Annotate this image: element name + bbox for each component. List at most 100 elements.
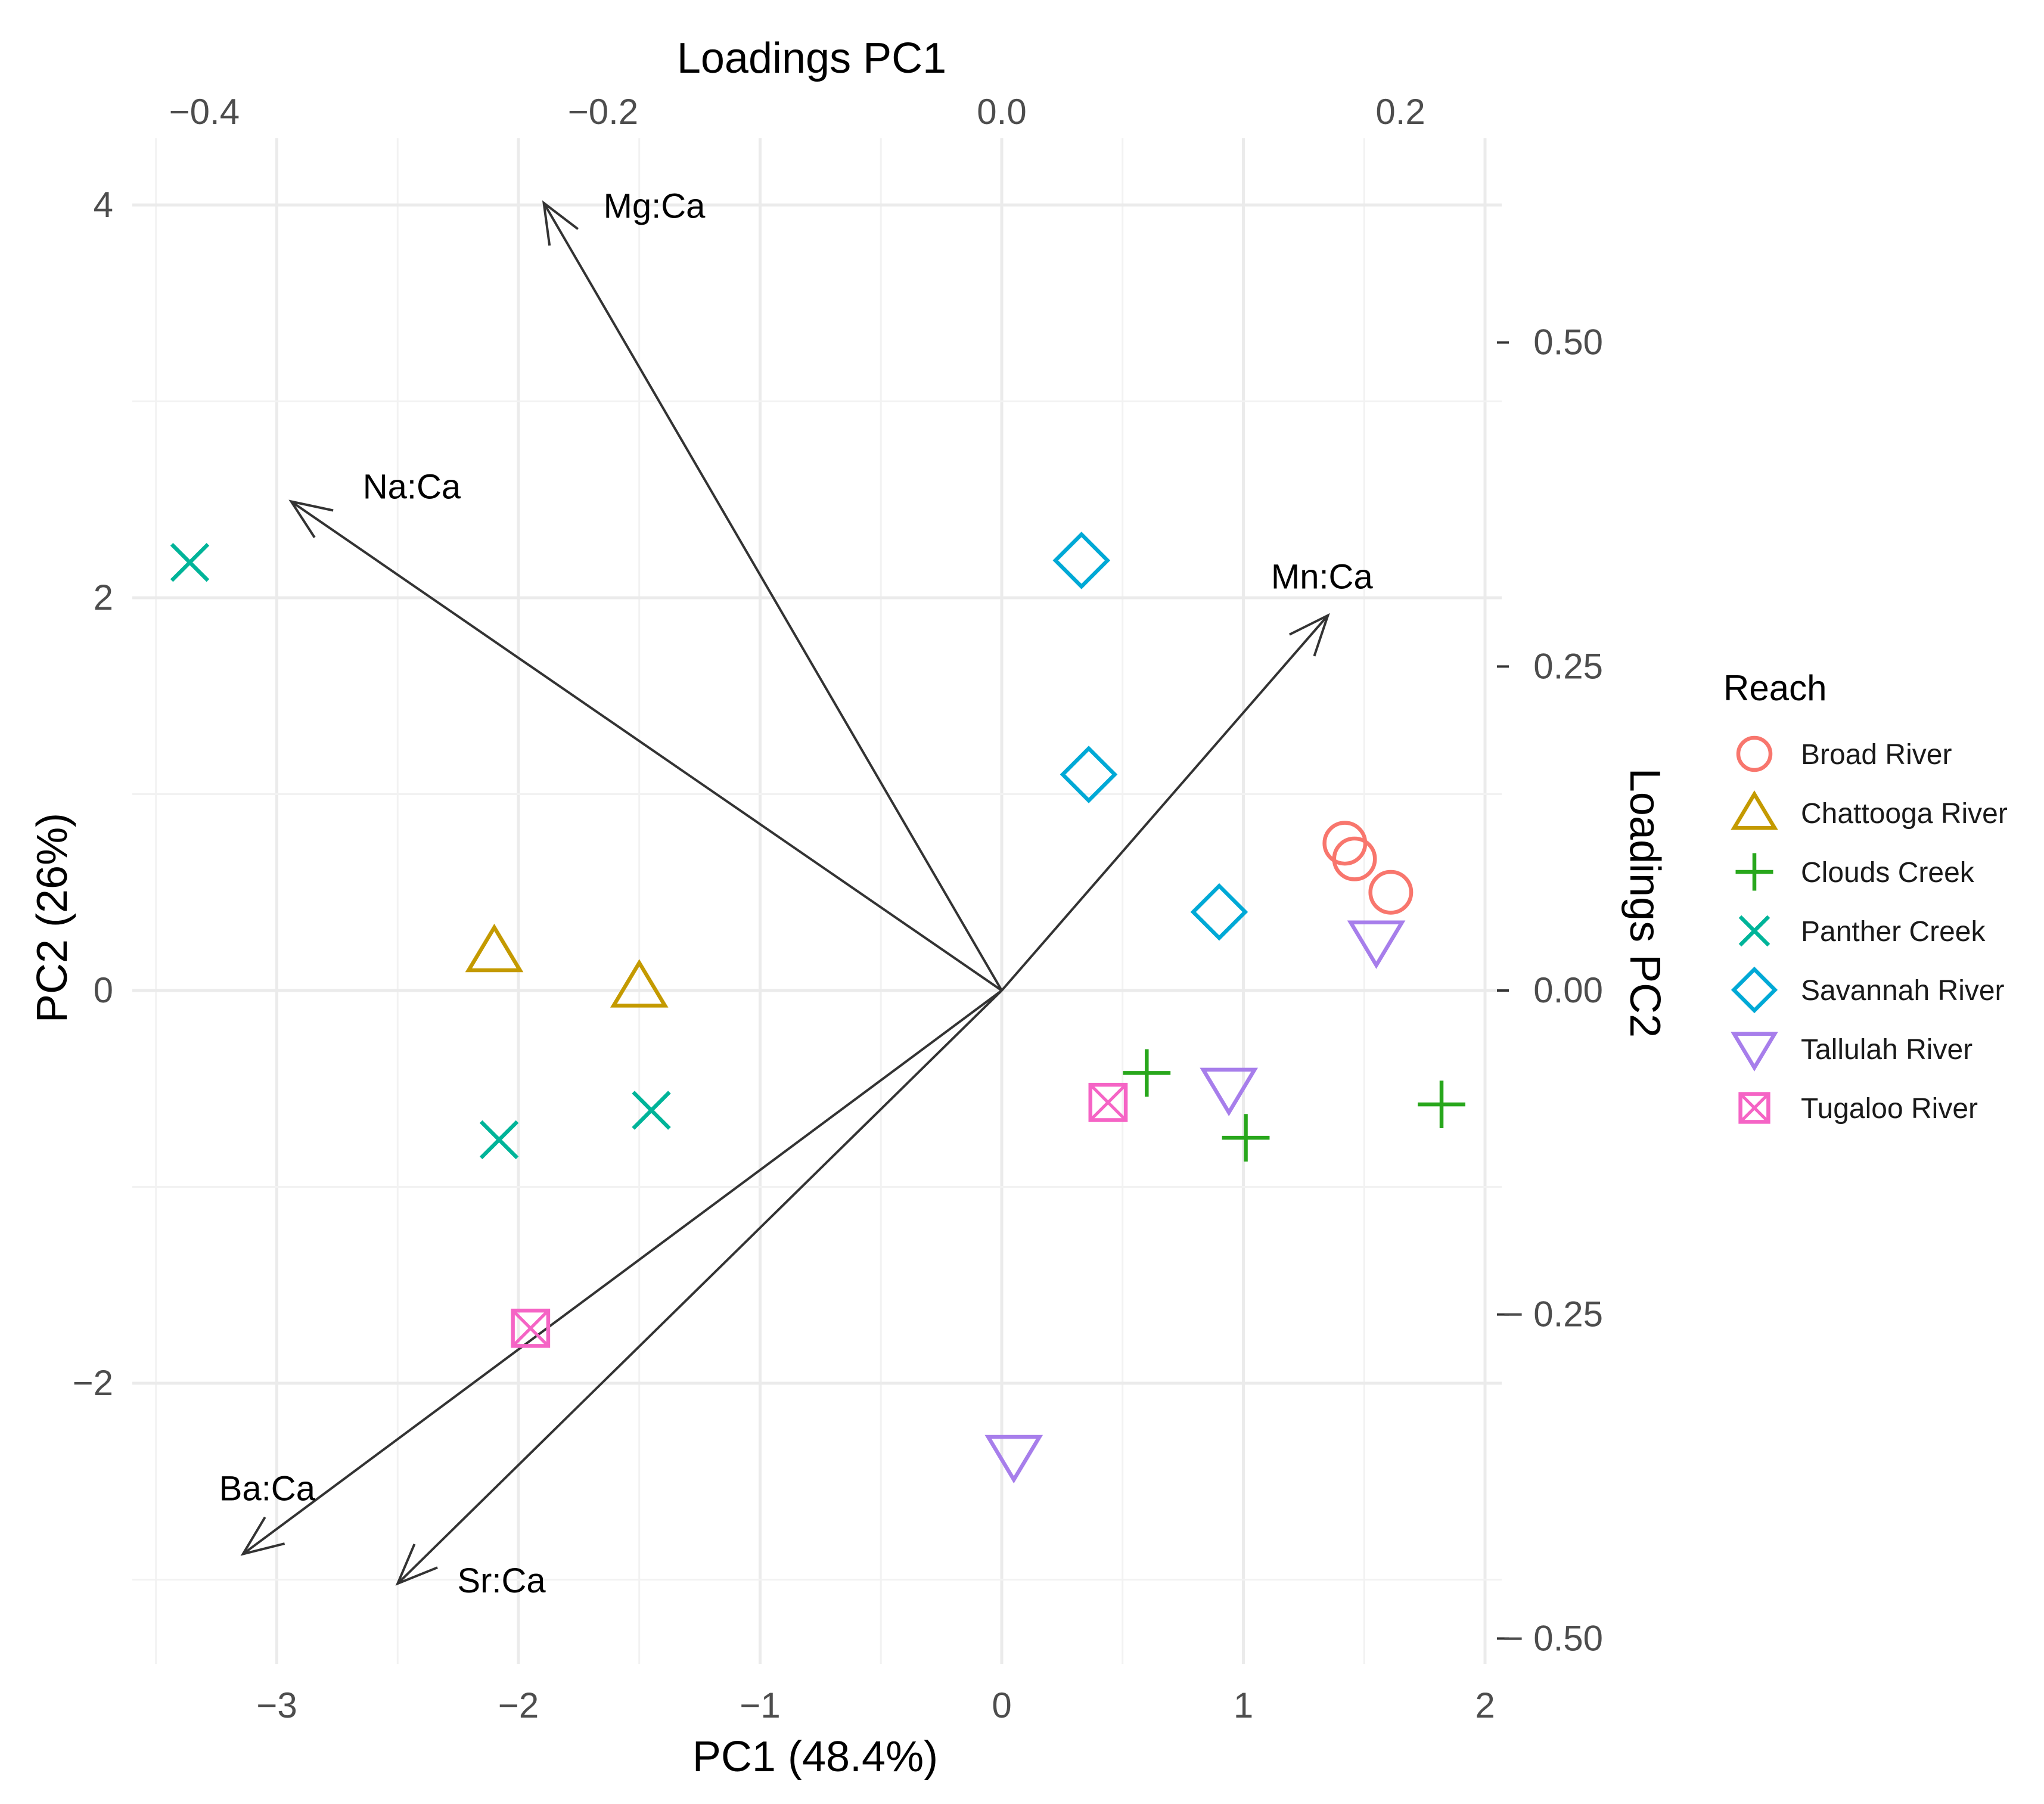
legend-label: Chattooga River — [1801, 798, 2008, 830]
marker-triangle — [1731, 790, 1778, 830]
marker-circle — [1368, 870, 1414, 915]
y-tick-label: 0 — [94, 970, 113, 1010]
loading-arrow-line — [290, 500, 1003, 992]
marker-square-diag-b — [1089, 1083, 1127, 1122]
data-point-diamond — [1190, 883, 1248, 941]
y-tick-label: −2 — [73, 1363, 113, 1403]
loading-arrow-line — [542, 202, 1003, 992]
legend-key-diamond — [1731, 966, 1778, 1014]
loading-arrow-head — [288, 499, 334, 538]
data-point-plus — [1418, 1080, 1465, 1129]
legend-label: Tallulah River — [1801, 1034, 1972, 1066]
x-axis-title: PC1 (48.4%) — [692, 1733, 938, 1781]
marker-diamond — [1052, 532, 1111, 589]
x-tick-label: −1 — [740, 1685, 780, 1725]
loading-arrow-head — [395, 1544, 438, 1586]
top-tick-label: 0.0 — [977, 92, 1026, 132]
loading-label: Na:Ca — [363, 467, 461, 506]
legend-label: Savannah River — [1801, 975, 2005, 1007]
legend-item: Broad River — [1736, 735, 1952, 772]
loading-arrow-line — [396, 989, 1003, 1585]
marker-circle — [1332, 836, 1377, 881]
legend-item: Panther Creek — [1738, 915, 1986, 948]
top-tick-label: −0.2 — [568, 92, 638, 132]
loading-arrows: Mg:Ca Na:Ca Mn:Ca Ba:Ca Sr:Ca — [219, 187, 1374, 1600]
marker-triangle-down — [984, 1434, 1043, 1484]
loading-label: Ba:Ca — [219, 1470, 316, 1508]
legend-key-triangle — [1731, 790, 1778, 830]
marker-triangle-down — [1731, 1032, 1778, 1072]
x-tick-label: 1 — [1234, 1685, 1253, 1725]
loading-label: Mg:Ca — [604, 187, 706, 226]
data-point-triangle — [610, 959, 669, 1008]
x-tick-label: −3 — [256, 1685, 297, 1725]
marker-triangle — [465, 923, 524, 973]
legend-label: Clouds Creek — [1801, 857, 1975, 889]
data-point-cross — [479, 1120, 519, 1160]
data-point-circle — [1332, 836, 1377, 881]
y-axis-title: PC2 (26%) — [29, 813, 76, 1023]
marker-cross-b — [170, 542, 210, 582]
marker-square — [1738, 1092, 1770, 1124]
marker-cross-b — [479, 1120, 519, 1160]
legend-key-square-cross — [1738, 1092, 1770, 1124]
data-point-square-cross — [511, 1308, 551, 1348]
legend-label: Panther Creek — [1801, 916, 1986, 948]
legend-label: Broad River — [1801, 739, 1952, 771]
y-tick-label: 4 — [94, 185, 113, 225]
marker-square — [511, 1308, 551, 1348]
data-point-cross — [170, 542, 210, 582]
legend-title: Reach — [1723, 668, 1826, 708]
legend-label: Tugaloo River — [1801, 1093, 1978, 1125]
loading-arrow-line — [242, 989, 1003, 1555]
x-tick-label: 2 — [1475, 1685, 1495, 1725]
marker-triangle — [610, 959, 669, 1008]
marker-square-diag-b — [511, 1309, 549, 1347]
data-point-diamond — [1052, 532, 1111, 589]
loading-arrow-head — [240, 1516, 285, 1556]
legend-key-circle — [1736, 735, 1773, 772]
legend-item: Tugaloo River — [1738, 1092, 1978, 1125]
loading-label: Mn:Ca — [1271, 558, 1374, 597]
axis-ticks: −3 −2 −1 0 1 2 −2 0 2 4 −0.4 −0.2 0.0 0.2 0.50 0.25 0.00… — [73, 92, 1603, 1725]
legend-key-plus — [1735, 853, 1773, 891]
marker-cross-b — [1738, 915, 1770, 947]
y-tick-label: 2 — [94, 577, 113, 617]
marker-triangle-down — [1347, 920, 1406, 969]
legend-key-cross — [1738, 915, 1770, 947]
legend-item: Savannah River — [1731, 966, 2005, 1014]
data-point-triangle — [465, 923, 524, 973]
marker-diamond — [1190, 883, 1248, 941]
loading-label: Sr:Ca — [457, 1561, 546, 1600]
loading-arrow-head — [542, 200, 579, 246]
legend-item: Clouds Creek — [1735, 853, 1975, 891]
legend: Reach Broad River Chattooga River Clouds C… — [1723, 668, 2008, 1125]
data-point-triangle-down — [1347, 920, 1406, 969]
right-tick-label: − 0.25 — [1503, 1294, 1604, 1334]
right-tick-label: 0.00 — [1533, 970, 1603, 1010]
legend-item: Chattooga River — [1731, 790, 2008, 830]
x-tick-label: −2 — [498, 1685, 539, 1725]
grid-lines — [132, 138, 1502, 1664]
marker-diamond — [1731, 966, 1778, 1014]
data-point-plus — [1222, 1114, 1270, 1162]
data-point-cross — [632, 1091, 671, 1130]
marker-circle — [1736, 735, 1773, 772]
data-point-square-cross — [1088, 1082, 1128, 1122]
right-tick-label: − 0.50 — [1503, 1618, 1604, 1658]
loading-arrow-head — [1288, 613, 1330, 657]
right-tick-label: 0.50 — [1533, 322, 1603, 362]
data-point-triangle-down — [984, 1434, 1043, 1484]
right-tick-label: 0.25 — [1533, 646, 1603, 686]
marker-cross-b — [632, 1091, 671, 1130]
marker-diamond — [1060, 746, 1118, 803]
loading-arrow-line — [1001, 614, 1329, 992]
top-tick-label: 0.2 — [1375, 92, 1425, 132]
data-points — [170, 532, 1465, 1484]
legend-key-triangle-down — [1731, 1032, 1778, 1072]
marker-square — [1088, 1082, 1128, 1122]
marker-square-diag-b — [1739, 1092, 1770, 1123]
data-point-circle — [1368, 870, 1414, 915]
legend-item: Tallulah River — [1731, 1032, 1972, 1072]
